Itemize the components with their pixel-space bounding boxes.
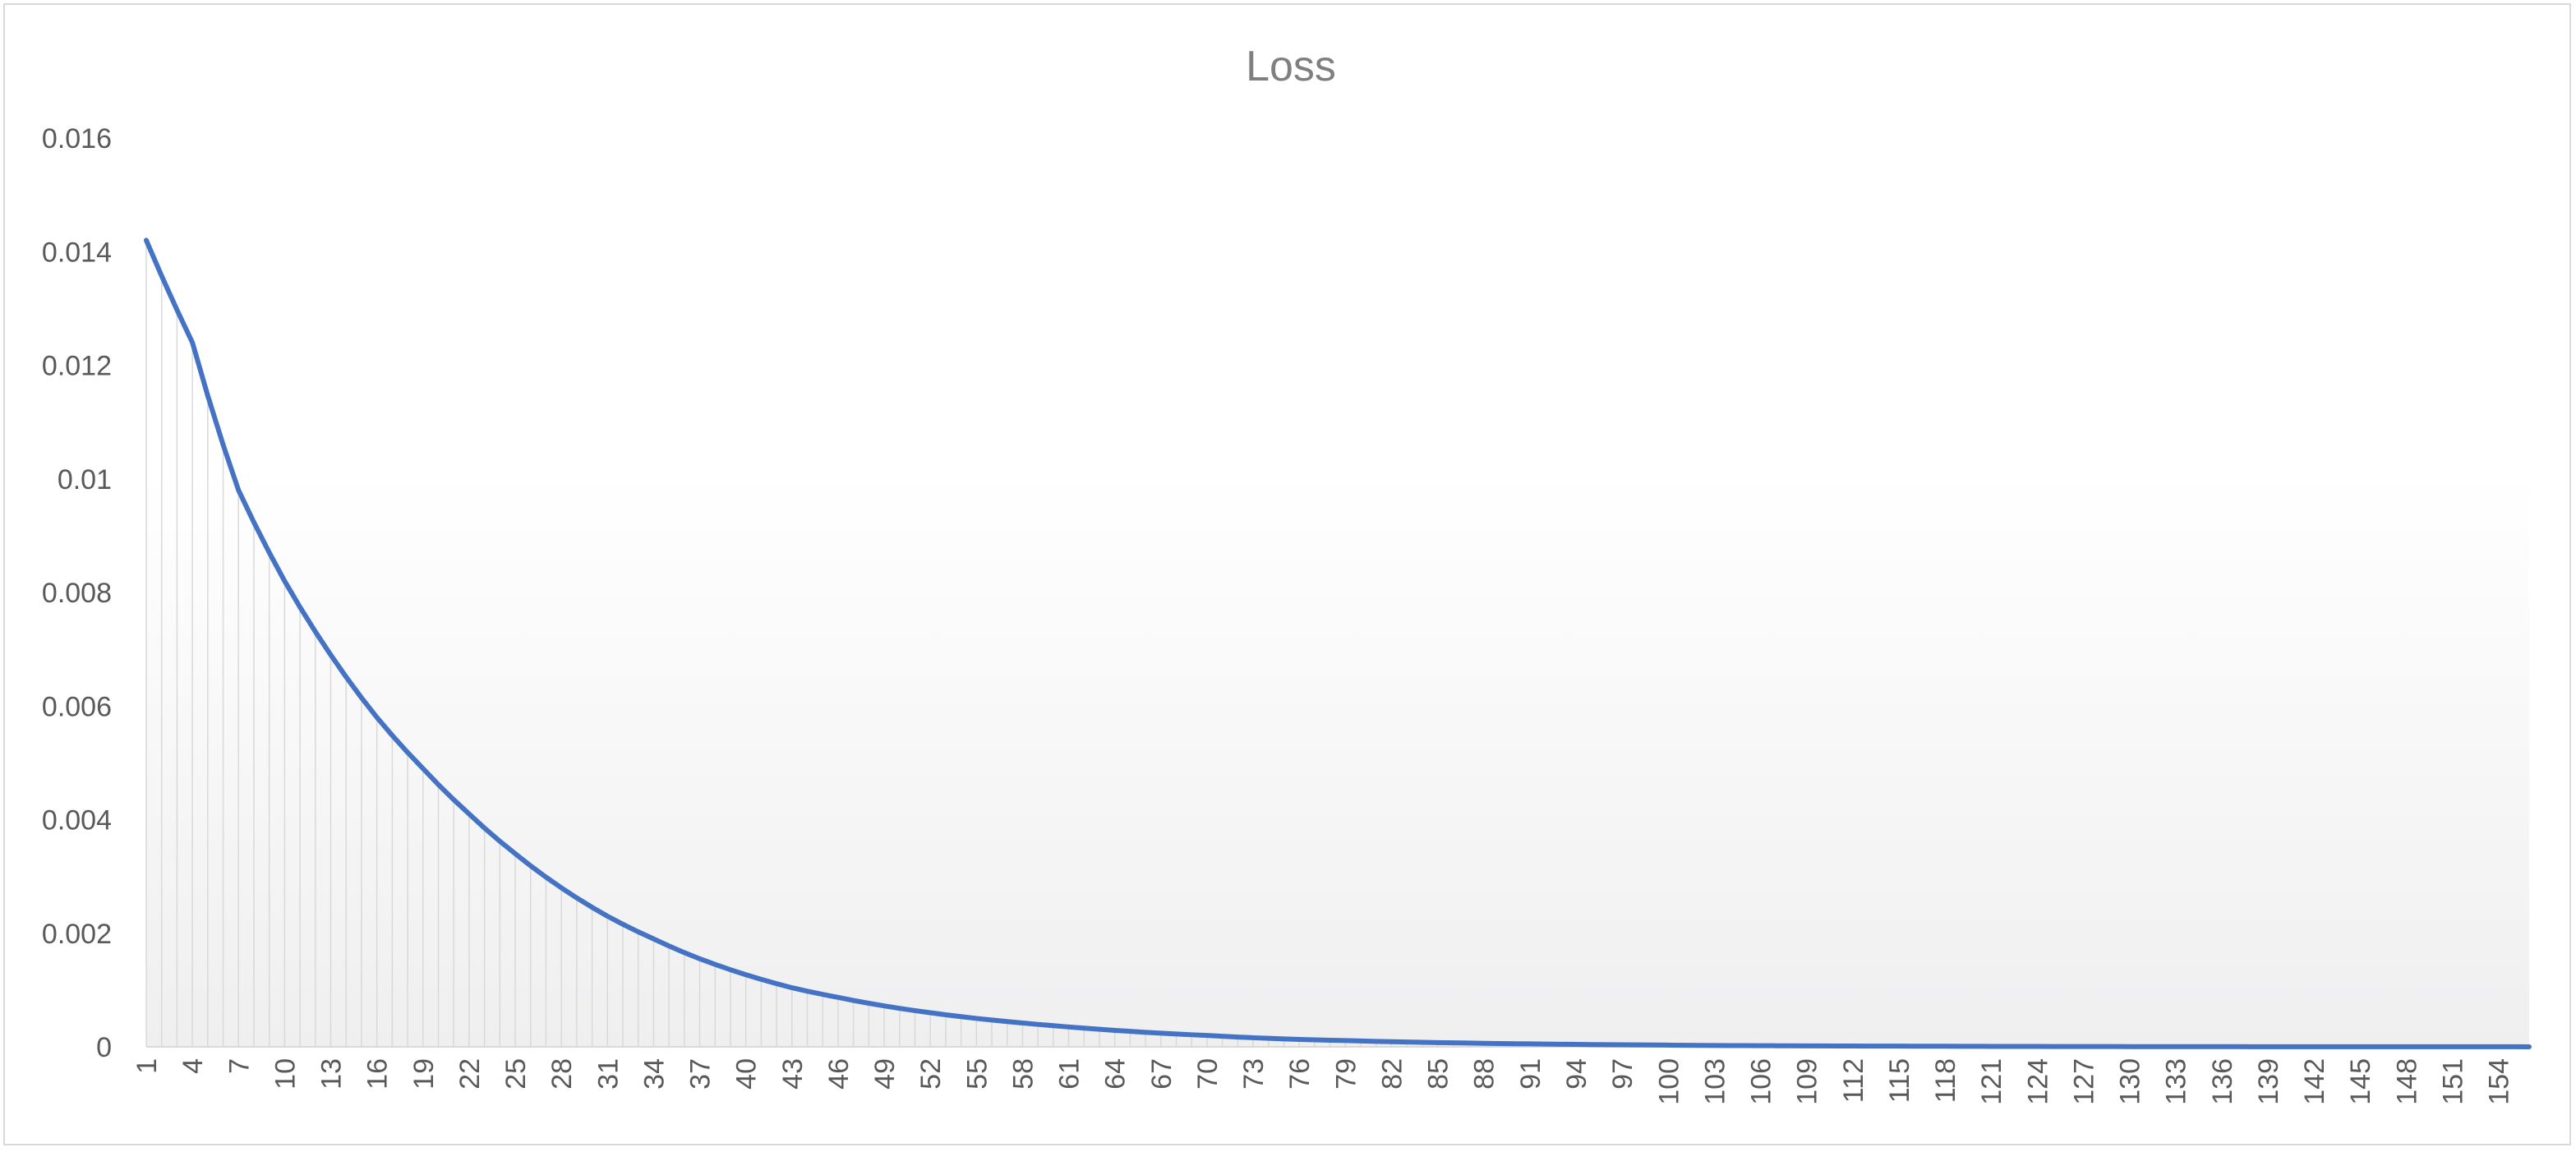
x-tick-label: 115 (1884, 1058, 1915, 1103)
x-tick-label: 58 (1007, 1058, 1039, 1090)
x-tick-label: 19 (408, 1058, 440, 1090)
x-tick-label: 118 (1930, 1058, 1961, 1103)
x-tick-label: 103 (1699, 1058, 1730, 1105)
x-tick-label: 49 (869, 1058, 901, 1090)
x-tick-label: 73 (1238, 1058, 1270, 1090)
y-tick-label: 0.012 (42, 351, 112, 382)
x-tick-label: 106 (1746, 1058, 1777, 1105)
x-tick-label: 154 (2484, 1058, 2515, 1105)
x-tick-label: 127 (2068, 1058, 2099, 1105)
x-tick-label: 22 (454, 1058, 486, 1090)
x-tick-label: 37 (685, 1058, 717, 1090)
x-tick-label: 76 (1284, 1058, 1316, 1090)
x-axis-ticks: 1 4 7 10 13 16 19 22 25 28 31 34 37 40 43 46 49 52 55 58 61 6… (131, 1058, 2515, 1105)
x-tick-label: 52 (915, 1058, 947, 1090)
chart-frame: 0 0.002 0.004 0.006 0.008 0.01 0.012 0.014 0.016… (3, 3, 2571, 1145)
x-tick-label: 97 (1607, 1058, 1638, 1090)
x-tick-label: 28 (546, 1058, 578, 1090)
x-tick-label: 85 (1423, 1058, 1454, 1090)
x-tick-label: 136 (2207, 1058, 2238, 1105)
y-tick-label: 0.016 (42, 123, 112, 154)
x-tick-label: 79 (1330, 1058, 1362, 1090)
x-tick-label: 94 (1561, 1058, 1592, 1090)
x-tick-label: 130 (2115, 1058, 2146, 1105)
x-tick-label: 43 (777, 1058, 809, 1090)
x-tick-label: 61 (1054, 1058, 1085, 1090)
x-tick-label: 133 (2161, 1058, 2192, 1105)
x-tick-label: 100 (1653, 1058, 1684, 1105)
loss-chart: 0 0.002 0.004 0.006 0.008 0.01 0.012 0.014 0.016… (42, 43, 2532, 1105)
x-tick-label: 46 (823, 1058, 855, 1090)
x-tick-label: 64 (1100, 1058, 1131, 1090)
y-tick-label: 0.002 (42, 919, 112, 950)
y-tick-label: 0.006 (42, 691, 112, 722)
x-tick-label: 34 (638, 1058, 670, 1090)
x-tick-label: 112 (1838, 1058, 1869, 1103)
x-tick-label: 148 (2391, 1058, 2422, 1105)
y-tick-label: 0.01 (58, 464, 112, 495)
y-tick-label: 0 (96, 1032, 112, 1063)
x-tick-label: 10 (270, 1058, 301, 1090)
x-tick-label: 25 (500, 1058, 532, 1090)
x-tick-label: 91 (1515, 1058, 1546, 1090)
y-tick-label: 0.014 (42, 237, 112, 268)
y-tick-label: 0.004 (42, 805, 112, 836)
series-line-loss (144, 237, 2532, 1049)
x-tick-label: 88 (1469, 1058, 1500, 1090)
y-tick-label: 0.008 (42, 578, 112, 609)
x-tick-label: 67 (1146, 1058, 1177, 1090)
x-tick-label: 1 (131, 1058, 163, 1074)
x-tick-label: 109 (1792, 1058, 1823, 1105)
chart-title: Loss (1246, 43, 1336, 90)
drop-lines (145, 240, 2530, 1047)
x-tick-label: 124 (2022, 1058, 2053, 1105)
x-tick-label: 82 (1376, 1058, 1408, 1090)
x-tick-label: 40 (731, 1058, 763, 1090)
x-tick-label: 4 (177, 1058, 209, 1074)
x-tick-label: 142 (2299, 1058, 2330, 1105)
x-tick-label: 31 (592, 1058, 624, 1090)
x-tick-label: 145 (2345, 1058, 2376, 1105)
x-tick-label: 7 (223, 1058, 255, 1074)
y-axis-ticks: 0 0.002 0.004 0.006 0.008 0.01 0.012 0.014 0.016 (42, 123, 112, 1063)
x-tick-label: 13 (316, 1058, 348, 1090)
plot-area (146, 251, 2529, 1047)
x-tick-label: 139 (2253, 1058, 2284, 1105)
x-tick-label: 55 (961, 1058, 993, 1090)
x-tick-label: 16 (362, 1058, 394, 1090)
x-tick-label: 70 (1192, 1058, 1223, 1090)
x-tick-label: 151 (2437, 1058, 2468, 1105)
x-tick-label: 121 (1976, 1058, 2007, 1105)
